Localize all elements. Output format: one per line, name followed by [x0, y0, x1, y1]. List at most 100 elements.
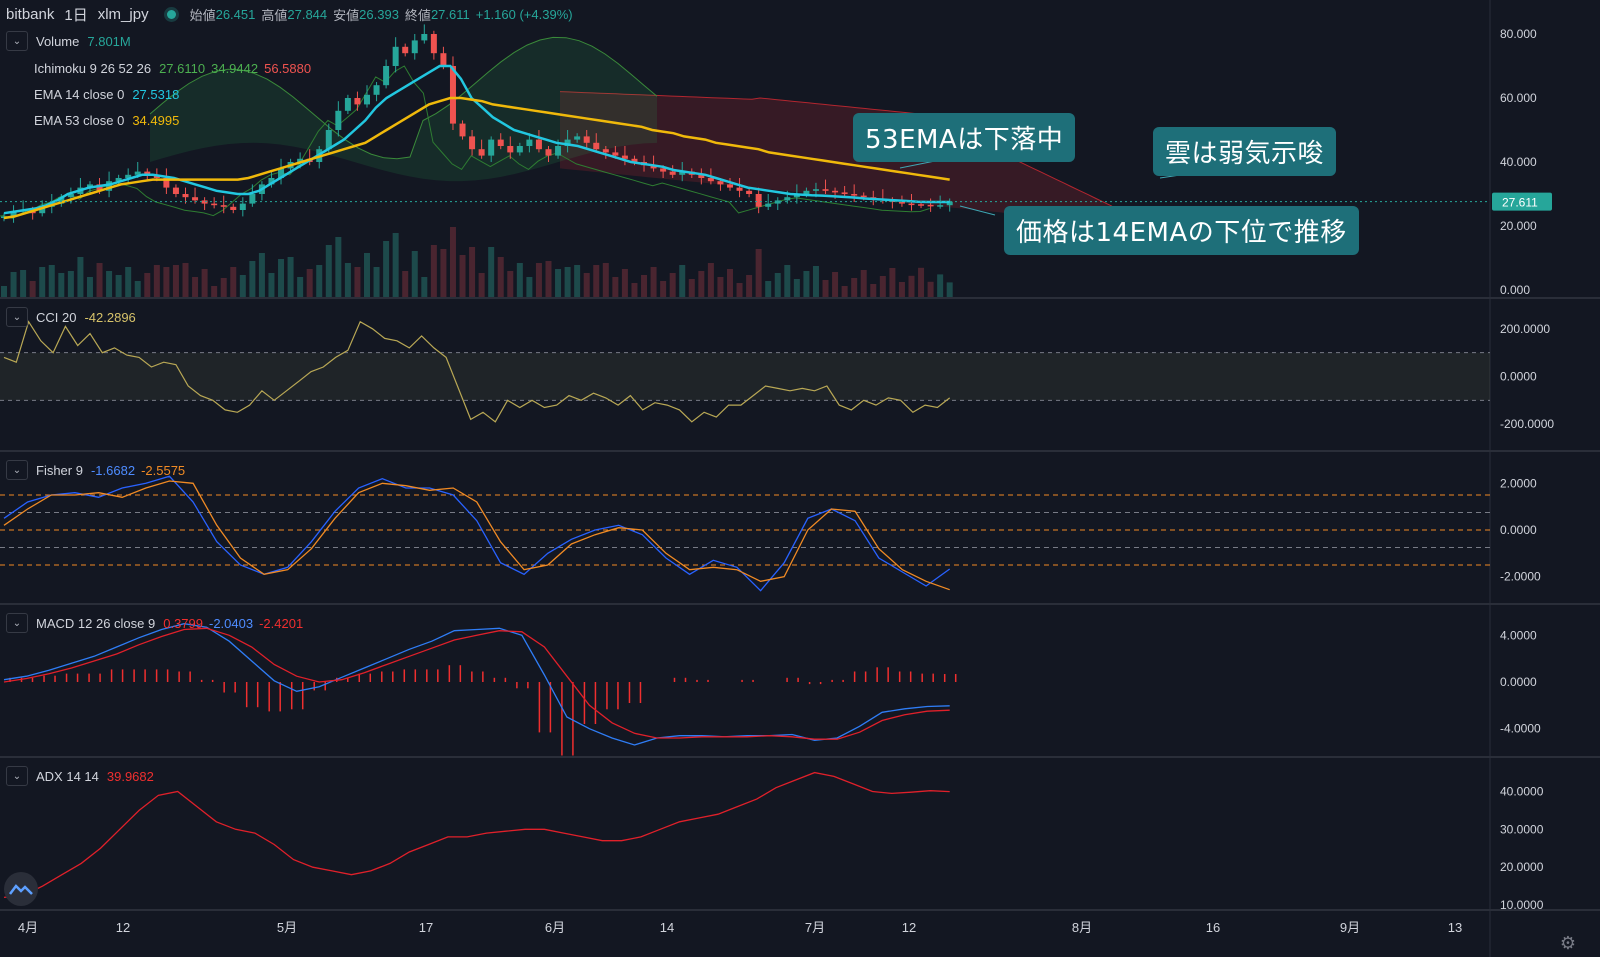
volume-bar: [650, 267, 657, 297]
volume-bar: [946, 282, 953, 297]
collapse-icon[interactable]: ⌄: [6, 307, 28, 327]
volume-bar: [803, 271, 810, 297]
legend-fisher[interactable]: ⌄ Fisher 9 -1.6682 -2.5575: [6, 460, 191, 480]
volume-bar: [383, 241, 390, 297]
legend-value: 27.6110: [159, 60, 206, 76]
candle-body: [96, 184, 103, 191]
volume-bar: [211, 286, 218, 297]
candle-body: [134, 171, 141, 175]
volume-bar: [306, 269, 313, 297]
legend-value: -2.5575: [141, 462, 186, 478]
volume-bar: [851, 278, 858, 297]
candle-body: [583, 136, 590, 143]
legend-label: Fisher 9: [36, 462, 83, 478]
candle-body: [631, 158, 638, 162]
volume-bar: [29, 281, 36, 297]
volume-bar: [373, 267, 380, 297]
candle-body: [344, 98, 351, 111]
volume-bar: [918, 267, 925, 297]
candle-body: [507, 146, 514, 153]
candle-body: [144, 171, 151, 175]
legend-label: Ichimoku 9 26 52 26: [34, 60, 152, 76]
candle-body: [172, 187, 179, 194]
adx-axis-tick: 30.0000: [1500, 822, 1544, 836]
price-axis-tick: 0.000: [1500, 283, 1530, 297]
volume-bar: [832, 272, 839, 297]
legend-ema53[interactable]: EMA 53 close 0 34.4995: [34, 110, 185, 130]
candle-body: [841, 192, 848, 194]
volume-bar: [335, 237, 342, 297]
volume-bar: [507, 271, 514, 297]
collapse-icon[interactable]: ⌄: [6, 460, 28, 480]
macd-axis-tick: -4.0000: [1500, 722, 1541, 736]
legend-ichimoku[interactable]: Ichimoku 9 26 52 26 27.6110 34.9442 56.5…: [34, 58, 317, 78]
volume-bar: [449, 227, 456, 297]
cci-axis-tick: 0.0000: [1500, 370, 1537, 384]
volume-bar: [564, 267, 571, 297]
volume-bar: [870, 284, 877, 297]
legend-label: CCI 20: [36, 309, 77, 325]
time-axis-tick: 16: [1206, 920, 1220, 935]
candle-body: [297, 158, 304, 162]
fisher-trigger-line: [3, 480, 950, 591]
low-value: 26.393: [359, 6, 399, 22]
legend-adx[interactable]: ⌄ ADX 14 14 39.9682: [6, 766, 160, 786]
volume-bar: [736, 283, 743, 297]
volume-bar: [430, 245, 437, 297]
volume-bar: [621, 269, 628, 297]
volume-bar: [898, 282, 905, 297]
legend-volume[interactable]: ⌄ Volume 7.801M: [6, 31, 137, 51]
volume-bar: [717, 277, 724, 297]
time-axis-tick: 8月: [1072, 920, 1092, 935]
pair-name[interactable]: xlm_jpy: [97, 5, 149, 23]
volume-bar: [774, 273, 781, 297]
legend-macd[interactable]: ⌄ MACD 12 26 close 9 0.3799 -2.0403 -2.4…: [6, 613, 309, 633]
candle-body: [449, 66, 456, 124]
legend-value: -42.2896: [84, 309, 136, 325]
candle-body: [392, 46, 399, 66]
annotation-ema53[interactable]: 53EMAは下落中: [853, 113, 1076, 162]
candle-body: [726, 184, 733, 188]
market-status-icon: [166, 9, 176, 19]
candle-body: [278, 168, 285, 178]
legend-value: -1.6682: [90, 462, 136, 478]
volume-bar: [297, 277, 304, 297]
volume-bar: [574, 265, 581, 297]
annotation-cloud[interactable]: 雲は弱気示唆: [1153, 127, 1337, 176]
legend-value: -2.0403: [209, 615, 254, 631]
time-axis-tick: 6月: [545, 920, 565, 935]
price-axis-tick: 20.000: [1500, 219, 1537, 233]
volume-bar: [421, 277, 428, 297]
adx-axis-tick: 10.0000: [1500, 898, 1544, 912]
candle-body: [201, 200, 208, 204]
candle-body: [593, 142, 600, 150]
volume-bar: [459, 255, 466, 297]
legend-value: 34.4995: [132, 112, 180, 128]
collapse-icon[interactable]: ⌄: [6, 766, 28, 786]
interval-label[interactable]: 1日: [64, 6, 88, 24]
candle-body: [660, 168, 667, 172]
candle-body: [239, 203, 246, 210]
exchange-name[interactable]: bitbank: [6, 5, 55, 23]
candle-body: [163, 178, 170, 188]
volume-bar: [488, 247, 495, 297]
volume-bar: [602, 263, 609, 297]
annotation-price[interactable]: 価格は14EMAの下位で推移: [1004, 206, 1359, 255]
volume-bar: [192, 277, 199, 297]
volume-bar: [535, 263, 542, 297]
legend-value: -2.4201: [259, 615, 304, 631]
legend-ema14[interactable]: EMA 14 close 0 27.5318: [34, 84, 185, 104]
collapse-icon[interactable]: ⌄: [6, 31, 28, 51]
candle-body: [650, 165, 657, 169]
volume-bar: [765, 281, 772, 297]
candle-body: [679, 171, 686, 175]
volume-bar: [516, 263, 523, 297]
volume-bar: [325, 245, 332, 297]
tradingview-logo-icon[interactable]: [4, 872, 38, 906]
collapse-icon[interactable]: ⌄: [6, 613, 28, 633]
volume-bar: [688, 279, 695, 297]
settings-gear-icon[interactable]: ⚙: [1559, 933, 1577, 953]
legend-cci[interactable]: ⌄ CCI 20 -42.2896: [6, 307, 142, 327]
adx-axis-tick: 40.0000: [1500, 784, 1544, 798]
